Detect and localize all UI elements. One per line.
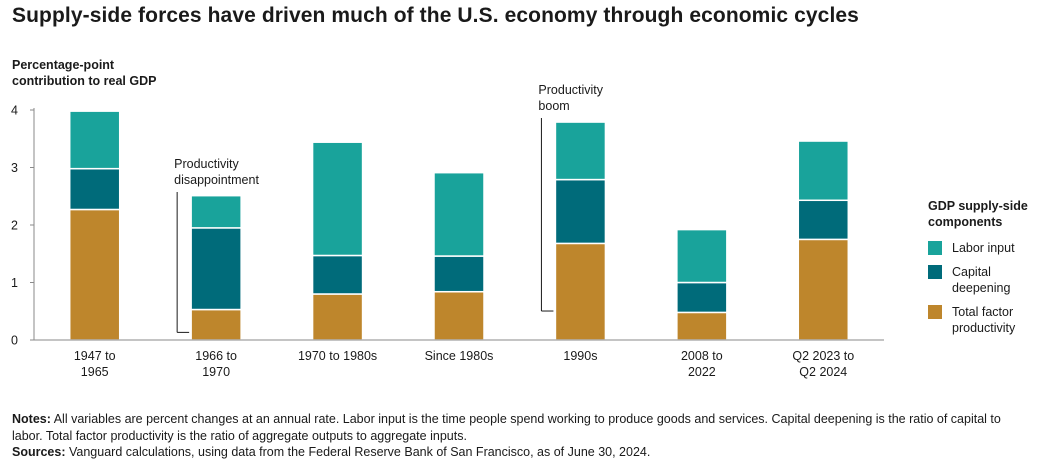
bar-segment-total-factor-productivity <box>190 308 242 341</box>
legend-item-total-factor-productivity: Total factor productivity <box>928 304 1038 336</box>
bar-segment-capital-deepening <box>676 281 728 314</box>
sources-text: Vanguard calculations, using data from t… <box>68 445 651 459</box>
legend-title: GDP supply-side components <box>928 199 1028 229</box>
annotation-text: Productivity <box>174 157 239 171</box>
bar-segment-total-factor-productivity <box>433 290 485 341</box>
bar-segment-labor-input <box>554 121 607 181</box>
bar-segment-total-factor-productivity <box>797 238 850 341</box>
bar-segment-capital-deepening <box>433 255 485 293</box>
notes-label: Notes: <box>12 412 51 426</box>
legend-swatch-capital-deepening <box>928 265 942 279</box>
annotation-text: boom <box>538 99 569 113</box>
legend-item-capital-deepening: Capital deepening <box>928 264 1038 296</box>
notes-paragraph: Notes: All variables are percent changes… <box>12 411 1027 444</box>
bar-segment-capital-deepening <box>554 178 607 245</box>
x-category-label: 1970 to 1980s <box>298 349 377 363</box>
legend-label-capital-deepening: Capital deepening <box>952 265 1011 295</box>
legend-swatch-total-factor-productivity <box>928 305 942 319</box>
annotation-text: disappointment <box>174 173 259 187</box>
x-category-label: 1970 <box>202 365 230 379</box>
bar-segment-capital-deepening <box>68 167 121 211</box>
bar-segment-labor-input <box>676 228 728 284</box>
bar-segment-labor-input <box>433 171 485 257</box>
bar-segment-total-factor-productivity <box>68 208 121 341</box>
legend-item-labor-input: Labor input <box>928 240 1038 256</box>
bar-segment-labor-input <box>190 194 242 229</box>
y-tick-label: 4 <box>11 104 18 118</box>
annotation-text: Productivity <box>538 83 603 97</box>
bar-segment-labor-input <box>797 140 850 202</box>
bar-segment-capital-deepening <box>311 254 364 295</box>
y-tick-label: 3 <box>11 161 18 175</box>
x-category-label: Q2 2023 to <box>792 349 854 363</box>
x-category-label: 1947 to <box>74 349 116 363</box>
x-category-label: 2008 to <box>681 349 723 363</box>
legend-label-total-factor-productivity: Total factor productivity <box>952 305 1016 335</box>
y-tick-label: 1 <box>11 276 18 290</box>
bar-segment-total-factor-productivity <box>554 242 607 341</box>
legend: GDP supply-side components Labor input C… <box>928 198 1038 344</box>
x-category-label: 1965 <box>81 365 109 379</box>
chart-title: Supply-side forces have driven much of t… <box>12 4 859 27</box>
y-tick-label: 2 <box>11 219 18 233</box>
bar-segment-total-factor-productivity <box>676 311 728 341</box>
x-category-label: 1966 to <box>195 349 237 363</box>
sources-paragraph: Sources: Vanguard calculations, using da… <box>12 444 1027 461</box>
bar-segment-capital-deepening <box>797 199 850 241</box>
sources-label: Sources: <box>12 445 66 459</box>
x-category-label: 1990s <box>563 349 597 363</box>
bar-segment-labor-input <box>68 110 121 170</box>
y-axis-label-line-1: Percentage-point <box>12 58 115 72</box>
bar-segment-total-factor-productivity <box>311 293 364 341</box>
bar-segment-labor-input <box>311 141 364 257</box>
legend-label-labor-input: Labor input <box>952 241 1015 255</box>
x-category-label: Q2 2024 <box>799 365 847 379</box>
x-category-label: Since 1980s <box>425 349 494 363</box>
legend-swatch-labor-input <box>928 241 942 255</box>
y-axis-label-line-2: contribution to real GDP <box>12 74 157 88</box>
footnotes: Notes: All variables are percent changes… <box>12 411 1027 461</box>
y-tick-label: 0 <box>11 334 18 348</box>
bar-segment-capital-deepening <box>190 227 242 311</box>
notes-text: All variables are percent changes at an … <box>12 412 1001 443</box>
x-category-label: 2022 <box>688 365 716 379</box>
y-axis-label: Percentage-point contribution to real GD… <box>12 57 212 89</box>
